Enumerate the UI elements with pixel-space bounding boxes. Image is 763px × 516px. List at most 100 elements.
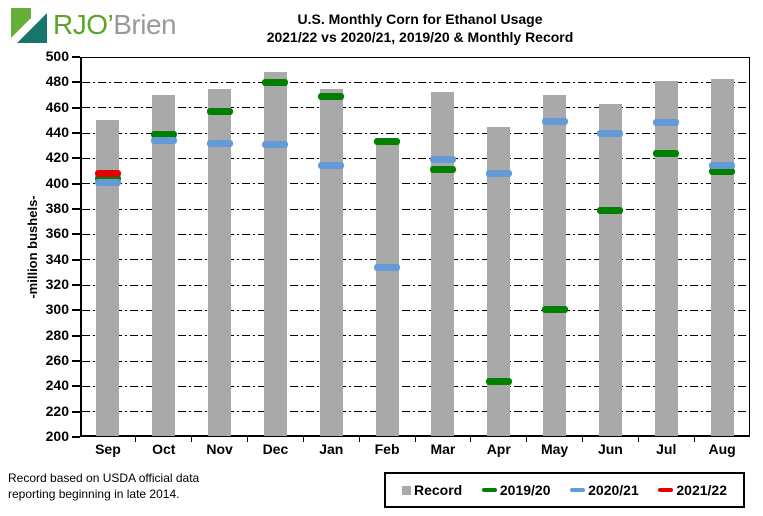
x-label-jul: Jul [656,441,677,457]
y-tick [72,132,80,134]
x-label-oct: Oct [152,441,176,457]
logo-text-primary: RJO’ [53,9,114,40]
y-tick [72,233,80,236]
gridline [82,208,749,210]
marker-2020-21 [374,263,401,271]
chart-title-line1: U.S. Monthly Corn for Ethanol Usage [297,11,543,27]
x-tick [526,437,528,442]
y-tick [72,258,80,261]
marker-2020-21 [150,137,177,145]
legend-swatch-2019-20 [481,488,497,492]
chart-title-line2: 2021/22 vs 2020/21, 2019/20 & Monthly Re… [266,29,574,45]
y-tick-label: 440 [45,124,69,140]
x-tick [637,437,639,442]
y-tick-label: 380 [45,200,69,216]
marker-2019-20 [541,305,568,313]
y-tick [72,385,80,388]
gridline [82,233,749,235]
footnote: Record based on USDA official data repor… [8,470,199,502]
rjo-logo-mark-icon [11,8,47,43]
y-tick-label: 500 [45,48,69,64]
gridline [82,81,749,83]
gridline [82,132,749,134]
marker-2019-20 [94,175,121,183]
y-tick [72,157,80,160]
x-label-dec: Dec [262,441,289,457]
y-tick-label: 320 [45,276,69,292]
gridline [82,309,749,311]
y-tick [72,106,80,109]
x-label-jan: Jan [319,441,344,457]
marker-2019-20 [709,167,736,175]
y-tick [72,436,80,438]
marker-2020-21 [597,129,624,137]
footnote-line2: reporting beginning in late 2014. [8,487,180,501]
legend-box: Record 2019/20 2020/21 2021/22 [384,472,745,508]
y-tick [72,360,80,362]
marker-2020-21 [653,119,680,127]
marker-2019-20 [597,206,624,214]
y-tick [72,309,80,312]
x-tick [414,437,416,442]
record-bar [598,103,622,436]
y-tick-label: 300 [45,301,69,318]
gridline [82,107,749,109]
gridline [82,284,749,286]
x-tick [135,437,137,442]
y-tick [72,208,80,210]
legend-item-record: Record [402,482,462,498]
gridline [82,411,749,413]
y-tick [72,334,80,337]
y-tick [72,56,80,58]
y-tick [72,182,80,185]
marker-2020-21 [429,156,456,164]
rjo-brien-logo: RJO’Brien [10,6,177,44]
y-tick-label: 360 [45,225,69,242]
y-tick [72,410,80,413]
x-label-mar: Mar [430,441,456,457]
y-tick-label: 220 [45,402,69,419]
record-bar [375,140,399,436]
marker-2020-21 [206,139,233,147]
x-tick [247,437,248,442]
y-tick-label: 280 [45,326,69,343]
record-bar [487,126,511,436]
marker-2019-20 [150,130,177,138]
marker-2020-21 [318,162,345,170]
x-tick [582,437,583,442]
marker-2019-20 [653,149,680,157]
gridline [82,157,749,159]
x-tick [302,437,304,442]
x-tick [470,437,472,442]
marker-2020-21 [485,170,512,178]
gridline [82,360,749,362]
y-tick-label: 460 [45,98,69,115]
y-tick [72,81,80,84]
marker-2019-20 [262,78,289,86]
marker-2019-20 [429,166,456,174]
x-label-aug: Aug [708,441,736,457]
y-tick [72,284,80,286]
x-label-sep: Sep [95,441,121,457]
record-bar [208,88,232,436]
marker-2019-20 [318,92,345,100]
y-tick-label: 400 [45,174,69,191]
chart: -million bushels- 500 480 460 440 420 400 380 3… [25,48,750,457]
chart-title: U.S. Monthly Corn for Ethanol Usage 2021… [90,10,750,46]
record-bar [543,95,567,436]
x-label-feb: Feb [374,441,400,457]
legend-item-2019-20: 2019/20 [481,482,550,498]
marker-2020-21 [94,178,121,186]
y-tick-label: 340 [45,250,69,267]
x-tick [191,437,193,442]
legend-swatch-record [402,485,411,495]
x-label-may: May [540,441,569,457]
record-bar [654,81,678,436]
y-tick-label: 240 [45,377,69,394]
y-tick-label: 260 [45,352,69,368]
record-bar [96,120,120,436]
legend-item-2020-21: 2020/21 [570,482,639,498]
legend-swatch-2020-21 [570,488,586,492]
x-label-nov: Nov [206,441,233,457]
